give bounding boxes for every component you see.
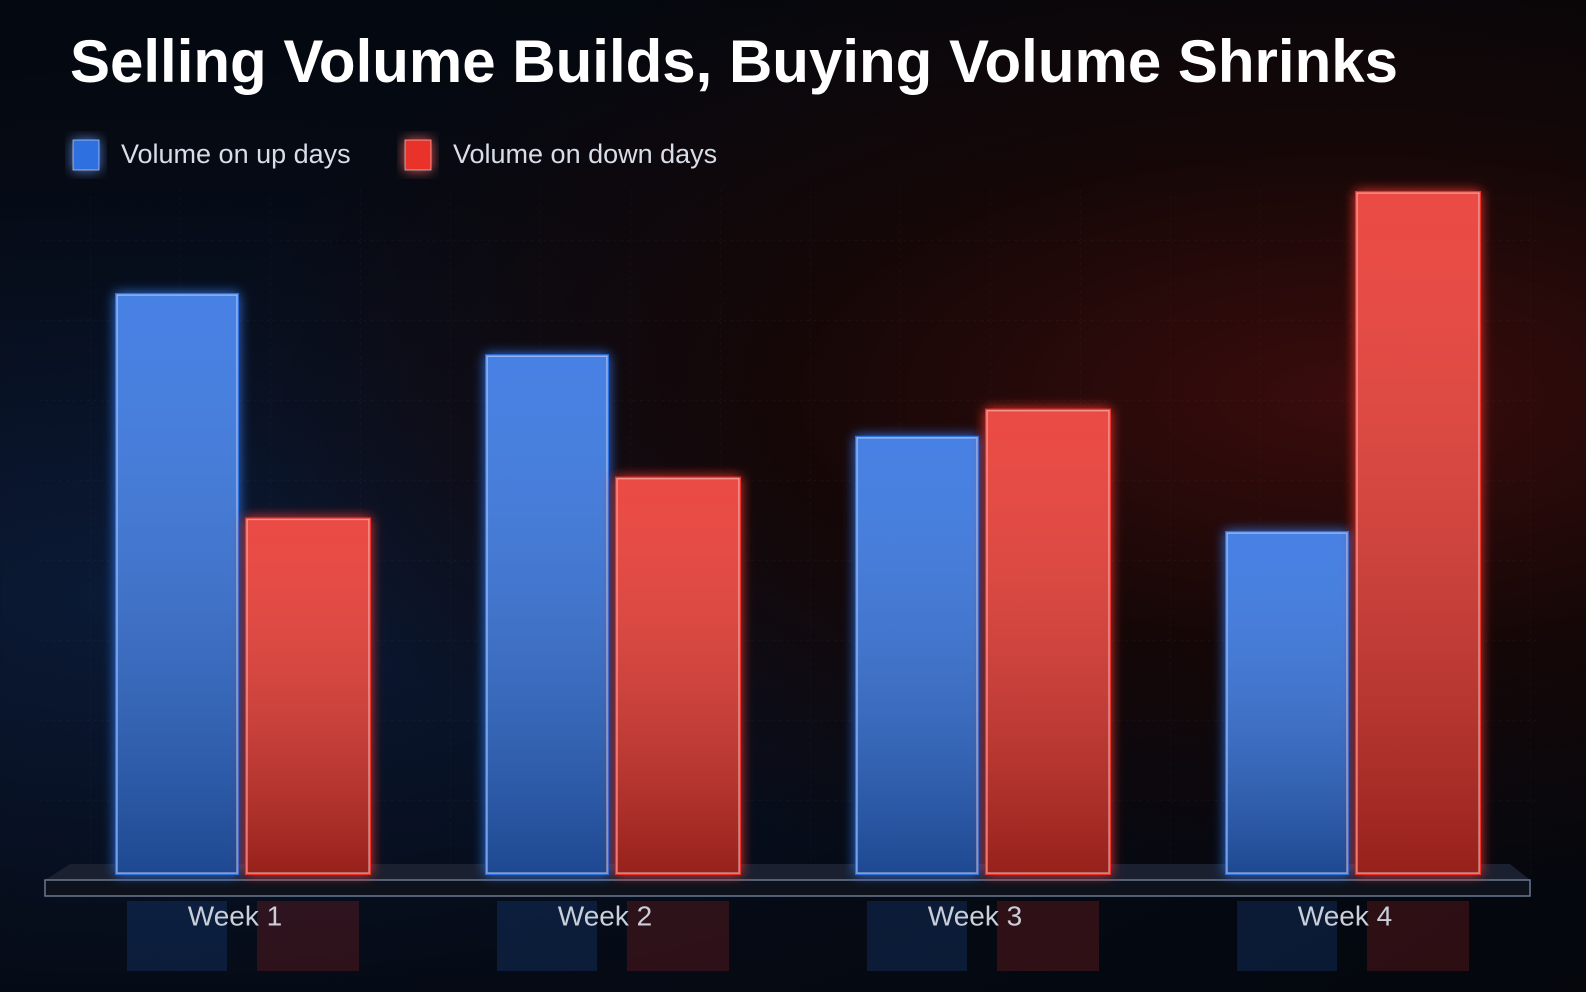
bar-reflection: [1367, 901, 1469, 971]
bar-reflection: [257, 901, 359, 971]
bar-shade: [986, 409, 1110, 874]
base-edge: [44, 879, 1531, 897]
x-tick-label: Week 4: [1298, 900, 1392, 931]
chart-title: Selling Volume Builds, Buying Volume Shr…: [70, 28, 1398, 95]
legend: Volume on up days Volume on down days: [72, 139, 717, 171]
legend-swatch: [72, 139, 100, 171]
bar-shade: [616, 477, 740, 874]
bar-reflection: [127, 901, 227, 971]
bar-shade: [1226, 532, 1348, 874]
bar-shade: [856, 437, 978, 874]
x-tick-label: Week 1: [188, 900, 282, 931]
bar-shade: [486, 355, 608, 874]
legend-swatch: [404, 139, 432, 171]
base-platform: [45, 864, 1530, 880]
bar-reflection: [627, 901, 729, 971]
legend-label: Volume on up days: [121, 139, 351, 169]
x-tick-label: Week 3: [928, 900, 1022, 931]
x-tick-label: Week 2: [558, 900, 652, 931]
bar-reflection: [497, 901, 597, 971]
bar-shade: [1356, 192, 1480, 874]
bar-reflection: [997, 901, 1099, 971]
bar-reflection: [867, 901, 967, 971]
legend-label: Volume on down days: [453, 139, 717, 169]
bar-shade: [246, 518, 370, 874]
bar-reflection: [1237, 901, 1337, 971]
bar-shade: [116, 294, 238, 874]
